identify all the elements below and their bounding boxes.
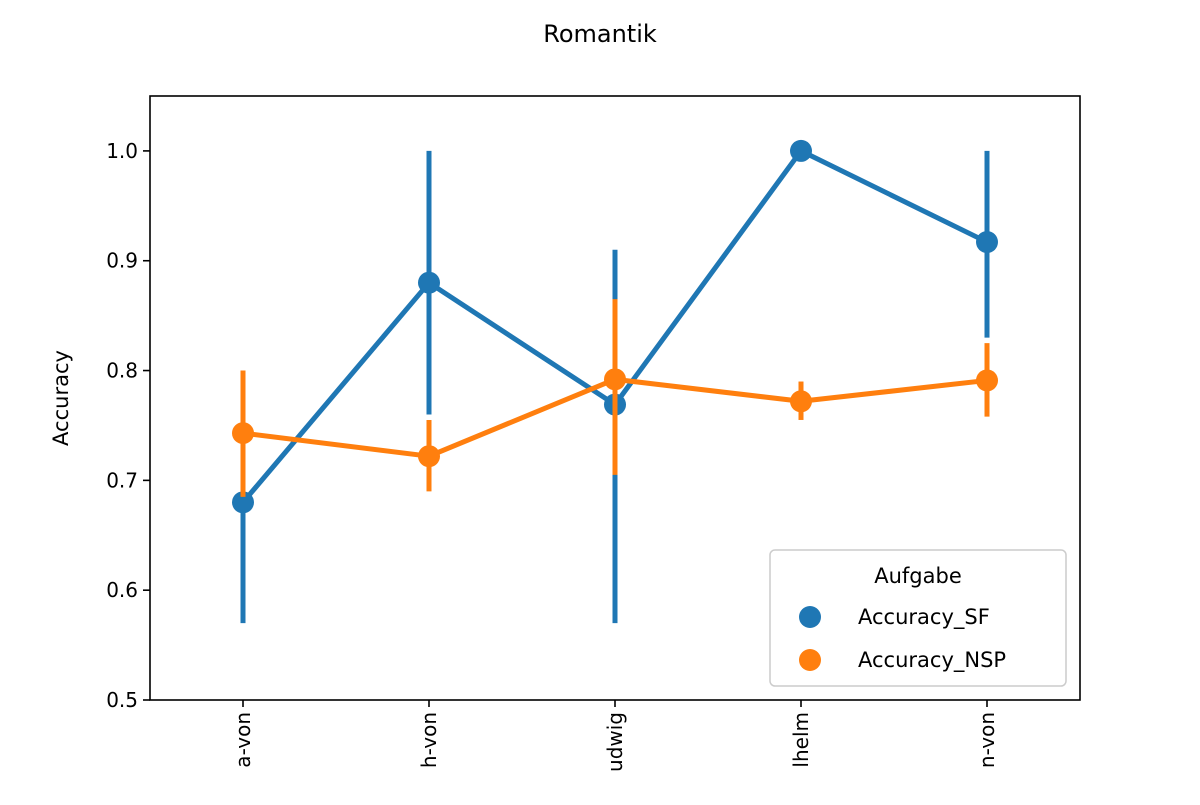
data-point [976,231,998,254]
legend: Aufgabe Accuracy_SF Accuracy_NSP [769,549,1067,687]
legend-entry-label: Accuracy_SF [858,605,990,630]
data-point [232,491,254,514]
x-tick-label: h-von [417,712,441,768]
data-point [790,390,812,413]
data-point [604,368,626,391]
y-axis-label: Accuracy [49,350,73,446]
y-tick-label: 0.9 [106,249,138,273]
series-Accuracy_NSP [232,299,998,497]
y-tick-label: 0.5 [106,688,138,712]
x-tick-label: lhelm [789,712,813,768]
legend-marker [799,649,821,671]
data-point [418,271,440,294]
y-tick-label: 0.6 [106,578,138,602]
y-tick-label: 0.7 [106,468,138,492]
x-tick-label: udwig [603,712,627,772]
y-tick-label: 0.8 [106,359,138,383]
legend-entry-label: Accuracy_NSP [858,648,1006,673]
data-point [418,445,440,468]
x-tick-label: a-von [231,712,255,768]
data-point [232,422,254,445]
legend-box [769,549,1067,687]
x-tick-label: n-von [975,712,999,768]
plot-area: 0.5 0.6 0.7 0.8 0.9 1.0 a-von h-von udwig lhelm n-… [106,95,1081,772]
y-tick-label: 1.0 [106,139,138,163]
chart-title: Romantik [543,20,657,48]
data-point [976,369,998,392]
legend-title: Aufgabe [874,564,962,588]
data-point [790,139,812,162]
legend-marker [799,606,821,628]
